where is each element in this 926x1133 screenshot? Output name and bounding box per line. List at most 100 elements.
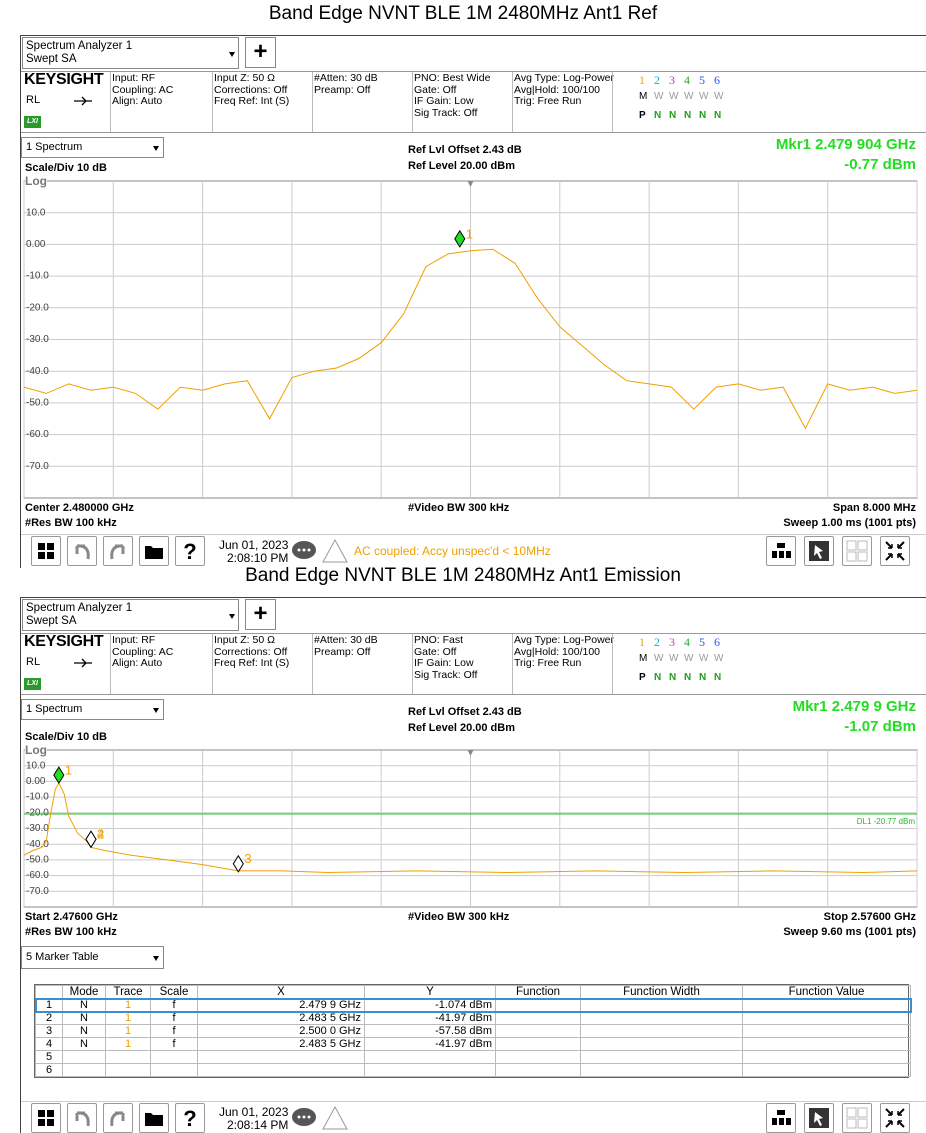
window-selector[interactable]: 1 Spectrum bbox=[21, 137, 164, 158]
info-text: IF Gain: Low bbox=[414, 657, 474, 669]
status-time: 2:08:14 PM bbox=[227, 1118, 289, 1132]
y-tick-label: -30.0 bbox=[26, 334, 49, 345]
y-tick-label: -10.0 bbox=[26, 271, 49, 282]
y-tick-label: -50.0 bbox=[26, 855, 49, 866]
toolbar-button[interactable] bbox=[31, 536, 61, 566]
trace-type: W bbox=[654, 653, 664, 664]
trace-detector: N bbox=[684, 110, 692, 121]
trace bbox=[23, 781, 918, 874]
table-cell bbox=[495, 1037, 581, 1051]
status-bar bbox=[21, 1101, 926, 1133]
table-cell bbox=[742, 1011, 911, 1025]
table-cell bbox=[580, 1050, 743, 1064]
message-button[interactable] bbox=[291, 1105, 319, 1131]
lxi-badge: LXI bbox=[24, 678, 41, 690]
table-cell: -57.58 dBm bbox=[364, 1024, 496, 1038]
icon-glyph: ? bbox=[183, 1106, 196, 1131]
y-tick-label: 10.0 bbox=[26, 760, 46, 771]
info-separator bbox=[412, 72, 413, 132]
trace-detector: N bbox=[654, 672, 662, 683]
table-cell bbox=[495, 1050, 581, 1064]
toolbar-button[interactable]: ? bbox=[175, 536, 205, 566]
toolbar-button[interactable] bbox=[804, 536, 834, 566]
toolbar-button[interactable] bbox=[139, 1103, 169, 1133]
plot-area bbox=[23, 749, 918, 908]
icon-glyph bbox=[75, 1111, 90, 1127]
message-button[interactable] bbox=[291, 538, 319, 564]
app-selector[interactable]: Spectrum Analyzer 1 Swept SA bbox=[22, 37, 239, 69]
trace-number: 5 bbox=[699, 635, 705, 649]
table-cell bbox=[495, 1063, 581, 1077]
info-text: Freq Ref: Int (S) bbox=[214, 657, 290, 669]
toolbar-button[interactable] bbox=[766, 1103, 796, 1133]
window-name: 1 Spectrum bbox=[26, 703, 83, 715]
table-cell bbox=[197, 1050, 365, 1064]
trace-number: 6 bbox=[714, 73, 720, 87]
trace-number: 2 bbox=[654, 635, 660, 649]
footer-left: Start 2.47600 GHz bbox=[25, 911, 118, 923]
info-text: Avg|Hold: 100/100 bbox=[514, 645, 601, 658]
table-cell: Function Width bbox=[580, 985, 743, 999]
trace-number: 5 bbox=[699, 73, 705, 87]
footer-right: Span 8.000 MHz bbox=[832, 502, 916, 514]
plot-area bbox=[23, 180, 918, 499]
ref-offset: Ref Lvl Offset 2.43 dB bbox=[408, 706, 522, 718]
toolbar-button[interactable] bbox=[804, 1103, 834, 1133]
toolbar-button[interactable] bbox=[67, 1103, 97, 1133]
dropdown-caret bbox=[153, 956, 159, 961]
info-text: Avg|Hold: 100/100 bbox=[514, 83, 601, 96]
trace-type: W bbox=[714, 91, 724, 102]
status-date: Jun 01, 2023 bbox=[219, 538, 289, 552]
toolbar-button[interactable] bbox=[103, 1103, 133, 1133]
table-cell bbox=[105, 1063, 151, 1077]
info-text: #Atten: 30 dB bbox=[314, 634, 378, 646]
icon-glyph bbox=[772, 1109, 791, 1127]
icon-glyph bbox=[145, 546, 163, 559]
toolbar-button[interactable] bbox=[766, 536, 796, 566]
info-text: Coupling: AC bbox=[112, 83, 174, 96]
info-row bbox=[21, 71, 926, 133]
info-text: Input: RF bbox=[112, 72, 156, 84]
info-separator bbox=[512, 634, 513, 694]
app-selector[interactable]: Spectrum Analyzer 1 Swept SA bbox=[22, 599, 239, 631]
trace-number: 4 bbox=[684, 73, 690, 87]
marker-value: -0.77 dBm bbox=[844, 156, 916, 173]
toolbar-button[interactable] bbox=[880, 536, 910, 566]
toolbar-button[interactable] bbox=[103, 536, 133, 566]
toolbar-button[interactable]: ? bbox=[175, 1103, 205, 1133]
toolbar-button[interactable] bbox=[842, 1103, 872, 1133]
icon-glyph bbox=[322, 1105, 348, 1130]
add-button[interactable]: + bbox=[245, 37, 276, 68]
icon-glyph bbox=[846, 1107, 868, 1129]
add-button[interactable]: + bbox=[245, 599, 276, 630]
info-text: PNO: Fast bbox=[414, 634, 464, 646]
toolbar-button[interactable] bbox=[31, 1103, 61, 1133]
scale-div: Scale/Div 10 dB bbox=[25, 731, 107, 743]
table-cell: Function Value bbox=[742, 985, 911, 999]
info-separator bbox=[110, 72, 111, 132]
window-selector[interactable]: 1 Spectrum bbox=[21, 699, 164, 720]
info-text: Avg Type: Log-Power bbox=[514, 72, 615, 84]
icon-glyph bbox=[885, 541, 905, 561]
footer-left: #Res BW 100 kHz bbox=[25, 517, 117, 529]
info-text: Sig Track: Off bbox=[414, 668, 478, 681]
table-cell: 4 bbox=[35, 1037, 63, 1051]
table-cell: 1 bbox=[105, 1011, 151, 1025]
marker bbox=[53, 766, 65, 785]
dropdown-caret bbox=[229, 52, 235, 57]
table-cell: -41.97 dBm bbox=[364, 1037, 496, 1051]
table-cell: 1 bbox=[35, 998, 63, 1012]
table-cell bbox=[742, 998, 911, 1012]
toolbar-button[interactable] bbox=[842, 536, 872, 566]
trace-number: 3 bbox=[669, 635, 675, 649]
info-separator bbox=[312, 72, 313, 132]
toolbar-button[interactable] bbox=[139, 536, 169, 566]
dropdown-caret bbox=[153, 708, 159, 713]
toolbar-button[interactable] bbox=[67, 536, 97, 566]
trace-detector: N bbox=[699, 672, 707, 683]
table-selector[interactable]: 5 Marker Table bbox=[21, 946, 164, 969]
toolbar-button[interactable] bbox=[880, 1103, 910, 1133]
y-tick-label: 0.00 bbox=[26, 776, 46, 787]
table-cell: 6 bbox=[35, 1063, 63, 1077]
marker-label: 1 bbox=[466, 226, 473, 241]
